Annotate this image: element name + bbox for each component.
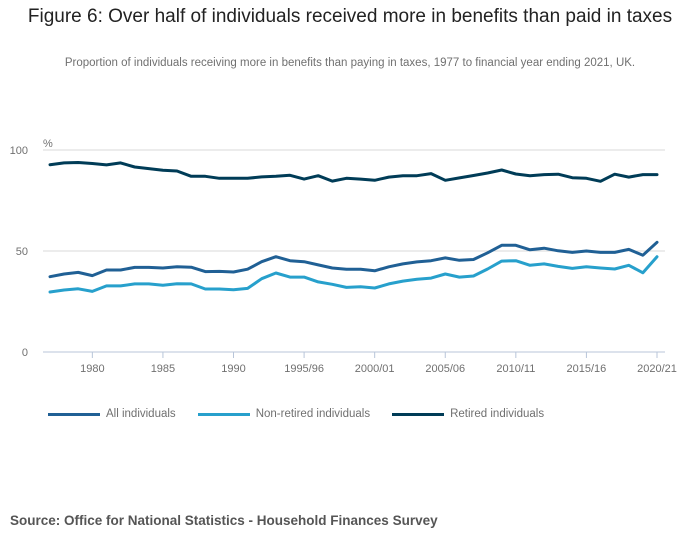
y-tick-label: 100 bbox=[10, 145, 28, 157]
x-tick-label: 2010/11 bbox=[496, 363, 535, 375]
x-axis: 1980 1985 1990 1995/96 2000/01 2005/06 2010/11… bbox=[43, 351, 677, 375]
series-line-retired-individuals bbox=[48, 161, 659, 183]
x-tick-label: 1980 bbox=[80, 363, 104, 375]
y-axis-ticks: 0 50 100 bbox=[10, 145, 28, 359]
legend-swatch bbox=[197, 412, 250, 416]
x-tick-label: 2000/01 bbox=[355, 363, 395, 375]
series-line-all-individuals bbox=[48, 240, 659, 279]
chart-title: Figure 6: Over half of individuals recei… bbox=[27, 6, 673, 27]
y-axis-unit-label: % bbox=[43, 138, 53, 150]
y-tick-label: 0 bbox=[22, 347, 28, 359]
y-tick-label: 50 bbox=[16, 246, 28, 258]
legend-label: All individuals bbox=[106, 408, 176, 420]
x-tick-label: 2020/21 bbox=[637, 363, 677, 375]
legend-item[interactable]: Non-retired individuals bbox=[197, 408, 371, 420]
x-tick-label: 2005/06 bbox=[425, 363, 465, 375]
x-tick-label: 2015/16 bbox=[567, 363, 607, 375]
x-tick-label: 1985 bbox=[151, 363, 175, 375]
x-tick-label: 1990 bbox=[221, 363, 245, 375]
legend-label: Non-retired individuals bbox=[255, 408, 371, 420]
chart-subtitle: Proportion of individuals receiving more… bbox=[64, 57, 636, 69]
series-lines bbox=[48, 161, 659, 294]
legend-swatch bbox=[392, 412, 445, 416]
legend-swatch bbox=[48, 412, 100, 416]
legend: All individuals Non-retired individuals Re… bbox=[48, 408, 544, 420]
gridlines bbox=[43, 149, 665, 252]
legend-item[interactable]: All individuals bbox=[48, 408, 176, 420]
x-tick-label: 1995/96 bbox=[284, 363, 324, 375]
legend-item[interactable]: Retired individuals bbox=[392, 408, 544, 420]
series-line-non-retired-individuals bbox=[48, 255, 659, 294]
legend-label: Retired individuals bbox=[450, 408, 545, 420]
source-note: Source: Office for National Statistics -… bbox=[10, 513, 438, 528]
line-chart: 0 50 100 % 1980 1985 1990 1995/96 2000/01 2005/… bbox=[10, 138, 677, 375]
